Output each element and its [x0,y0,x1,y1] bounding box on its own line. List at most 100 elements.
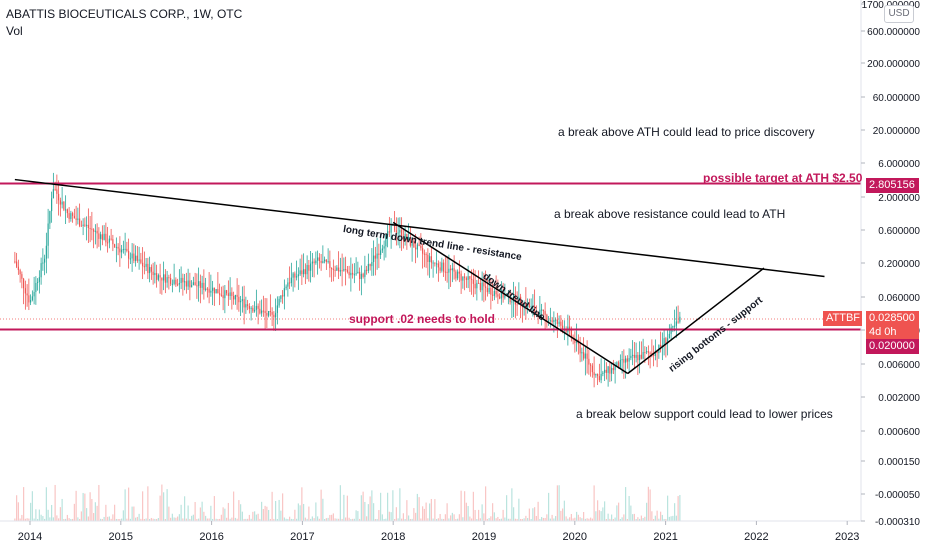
currency-button[interactable]: USD [884,5,914,23]
candle-body [436,263,438,265]
candle-body [168,277,170,279]
candle-body [467,276,469,280]
volume-bar [233,491,235,521]
volume-bar [343,494,345,521]
volume-bar [625,487,627,521]
volume-bar [212,518,214,521]
candle-body [17,266,19,271]
volume-bar [546,514,548,521]
candle-body [469,276,471,279]
volume-bar [647,486,649,521]
volume-bar [149,518,151,521]
candle-body [229,292,231,296]
candle-body [647,351,649,353]
volume-bar [441,518,443,521]
volume-bar [210,505,212,521]
candle-body [247,304,249,307]
volume-bar [271,491,273,521]
candle-body [548,320,550,322]
candle-body [437,263,439,268]
volume-bar [166,489,168,521]
candle-body [136,255,138,261]
volume-bar [119,518,121,521]
candle-body [341,270,343,272]
volume-bar [208,518,210,521]
candle-body [441,262,443,271]
volume-bar [499,518,501,521]
candle-body [126,248,128,251]
y-tick-label: 20.000000 [873,126,921,137]
volume-bar [224,508,226,521]
candle-body [324,259,326,262]
volume-bar [273,518,275,521]
x-tick-label: 2020 [563,531,587,543]
volume-bar [600,511,602,521]
volume-bar [117,518,119,521]
candle-body [654,350,656,356]
candle-body [86,224,88,226]
volume-bar [677,496,679,521]
candle-body [301,270,303,275]
candle-body [28,295,30,303]
volume-bar [248,514,250,521]
candle-body [72,213,74,216]
volume-bar [581,518,583,521]
volume-bar [110,518,112,521]
candle-body [98,233,100,239]
volume-bar [642,518,644,521]
volume-bar [572,518,574,521]
volume-bar [59,507,61,521]
candle-body [73,215,75,219]
candle-body [626,358,628,362]
y-tick-label: -0.000310 [875,517,920,528]
volume-bar [133,506,135,521]
volume-bar [658,518,660,521]
candle-body [350,272,352,276]
chart-title: ABATTIS BIOCEUTICALS CORP., 1W, OTC [6,7,243,21]
candle-body [572,336,574,338]
volume-bar [492,503,494,521]
candle-body [231,292,233,296]
candle-body [215,289,217,294]
candle-body [170,277,172,284]
volume-bar [397,518,399,521]
candle-body [266,313,268,316]
volume-bar [177,516,179,521]
candle-body [45,245,47,259]
volume-bar [234,517,236,521]
volume-bar [511,488,513,521]
candle-body [75,218,77,220]
candle-body [588,358,590,365]
volume-bar [675,515,677,521]
candle-body [80,225,82,227]
candle-body [154,273,156,276]
volume-bar [75,490,77,521]
volume-bar [206,518,208,521]
candle-body [276,305,278,313]
candle-body [457,271,459,279]
candle-body [268,311,270,316]
candle-body [241,299,243,301]
candle-body [640,354,642,359]
volume-bar [364,501,366,521]
candle-body [465,278,467,280]
volume-bar [436,518,438,521]
candle-body [42,262,44,264]
volume-bar [315,502,317,521]
candle-body [65,209,67,211]
volume-bar [369,496,371,521]
volume-bar [72,518,74,521]
volume-bar [402,513,404,521]
volume-bar [129,518,131,521]
candle-body [679,316,681,322]
candle-body [255,305,257,310]
candle-body [234,294,236,300]
volume-bar [101,518,103,521]
volume-bar [159,495,161,521]
candle-body [187,280,189,287]
candle-body [486,288,488,293]
volume-bar [367,504,369,521]
volume-bar [348,517,350,521]
volume-bar [542,517,544,521]
